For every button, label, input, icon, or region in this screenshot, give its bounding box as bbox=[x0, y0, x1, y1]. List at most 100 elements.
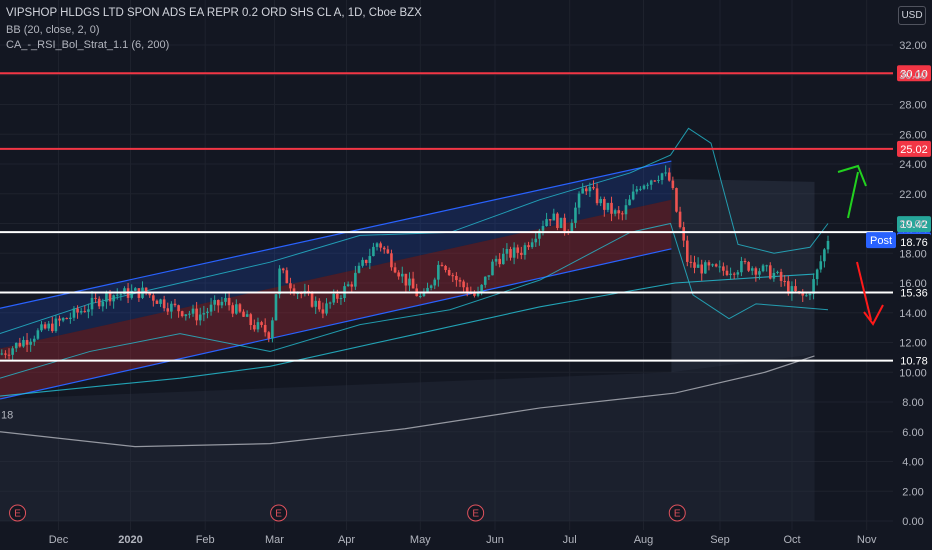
candle-body[interactable] bbox=[743, 261, 747, 263]
currency-button[interactable]: USD bbox=[898, 6, 926, 25]
candle-body[interactable] bbox=[130, 290, 133, 298]
candle-body[interactable] bbox=[689, 261, 693, 263]
candle-body[interactable] bbox=[736, 272, 740, 275]
candle-body[interactable] bbox=[588, 187, 592, 192]
candle-body[interactable] bbox=[43, 324, 47, 329]
candle-body[interactable] bbox=[173, 303, 177, 306]
candle-body[interactable] bbox=[216, 299, 220, 306]
candle-body[interactable] bbox=[541, 226, 545, 231]
candle-body[interactable] bbox=[750, 268, 754, 271]
candle-body[interactable] bbox=[592, 187, 595, 189]
candle-body[interactable] bbox=[198, 314, 202, 321]
candle-body[interactable] bbox=[801, 291, 805, 296]
candle-body[interactable] bbox=[58, 318, 61, 321]
candle-body[interactable] bbox=[419, 295, 422, 297]
candle-body[interactable] bbox=[696, 264, 700, 268]
candle-body[interactable] bbox=[310, 292, 314, 307]
candle-body[interactable] bbox=[437, 264, 440, 280]
candle-body[interactable] bbox=[516, 247, 520, 253]
candle-body[interactable] bbox=[552, 213, 556, 221]
candle-body[interactable] bbox=[570, 222, 574, 232]
candle-body[interactable] bbox=[548, 219, 552, 221]
candle-body[interactable] bbox=[714, 264, 718, 267]
candle-body[interactable] bbox=[599, 199, 603, 204]
candle-body[interactable] bbox=[603, 199, 606, 210]
y-axis[interactable]: 0.00 2.00 4.00 6.00 8.00 10.00 12.00 14.00 16.00… bbox=[1, 40, 927, 528]
candle-body[interactable] bbox=[808, 293, 812, 296]
candle-body[interactable] bbox=[761, 265, 765, 272]
candle-body[interactable] bbox=[725, 270, 729, 275]
candle-body[interactable] bbox=[397, 272, 400, 277]
candle-body[interactable] bbox=[372, 246, 375, 257]
candle-body[interactable] bbox=[274, 294, 278, 321]
candle-body[interactable] bbox=[768, 265, 772, 279]
candle-body[interactable] bbox=[400, 273, 404, 277]
candle-body[interactable] bbox=[166, 308, 170, 312]
candle-body[interactable] bbox=[628, 199, 631, 206]
candle-body[interactable] bbox=[148, 293, 152, 296]
candle-body[interactable] bbox=[512, 247, 516, 258]
candle-body[interactable] bbox=[346, 284, 350, 287]
candle-body[interactable] bbox=[220, 301, 224, 306]
candle-body[interactable] bbox=[722, 266, 725, 271]
indicator-rsi-label[interactable]: CA_-_RSI_Bol_Strat_1.1 (6, 200) bbox=[6, 39, 170, 51]
candle-body[interactable] bbox=[159, 299, 162, 304]
earnings-marker[interactable] bbox=[668, 504, 686, 522]
candle-body[interactable] bbox=[339, 298, 343, 300]
candle-body[interactable] bbox=[617, 210, 621, 214]
price-tag[interactable] bbox=[897, 233, 931, 250]
candle-body[interactable] bbox=[675, 188, 678, 212]
candle-body[interactable] bbox=[790, 286, 794, 294]
earnings-marker[interactable] bbox=[270, 504, 288, 522]
candle-body[interactable] bbox=[32, 338, 36, 342]
candle-body[interactable] bbox=[805, 295, 808, 297]
candle-body[interactable] bbox=[364, 259, 368, 263]
candle-body[interactable] bbox=[465, 287, 469, 294]
candle-body[interactable] bbox=[357, 265, 361, 273]
candle-body[interactable] bbox=[65, 318, 69, 320]
candle-body[interactable] bbox=[170, 303, 173, 312]
candle-body[interactable] bbox=[177, 305, 180, 312]
candle-body[interactable] bbox=[29, 341, 32, 345]
candle-body[interactable] bbox=[292, 288, 296, 294]
candle-body[interactable] bbox=[249, 314, 253, 326]
candle-body[interactable] bbox=[25, 340, 29, 345]
candle-body[interactable] bbox=[707, 262, 711, 266]
candle-body[interactable] bbox=[144, 287, 148, 294]
candle-body[interactable] bbox=[823, 249, 826, 262]
candle-body[interactable] bbox=[231, 305, 235, 314]
candle-body[interactable] bbox=[332, 293, 336, 303]
candle-body[interactable] bbox=[520, 252, 523, 255]
candle-body[interactable] bbox=[408, 278, 411, 286]
candle-body[interactable] bbox=[285, 270, 289, 284]
horizontal-levels[interactable]: 30.1025.0219.4215.3610.7819.42Post19.421… bbox=[0, 65, 931, 369]
candle-body[interactable] bbox=[361, 259, 364, 266]
candle-body[interactable] bbox=[693, 262, 696, 268]
candle-body[interactable] bbox=[732, 273, 736, 275]
candle-body[interactable] bbox=[812, 279, 815, 294]
candle-body[interactable] bbox=[819, 261, 823, 270]
post-badge[interactable] bbox=[866, 232, 896, 249]
candle-body[interactable] bbox=[704, 262, 707, 274]
candle-body[interactable] bbox=[368, 256, 372, 263]
candle-body[interactable] bbox=[826, 240, 830, 250]
candle-body[interactable] bbox=[51, 323, 54, 332]
candle-body[interactable] bbox=[202, 313, 206, 315]
candle-body[interactable] bbox=[61, 318, 65, 321]
candle-body[interactable] bbox=[476, 291, 480, 296]
candle-body[interactable] bbox=[747, 262, 750, 271]
candle-body[interactable] bbox=[260, 322, 263, 325]
candle-body[interactable] bbox=[162, 299, 166, 309]
candle-body[interactable] bbox=[765, 265, 768, 267]
candle-body[interactable] bbox=[776, 271, 779, 273]
candle-body[interactable] bbox=[4, 353, 7, 355]
candle-body[interactable] bbox=[123, 288, 126, 295]
candle-body[interactable] bbox=[224, 297, 227, 302]
candle-body[interactable] bbox=[624, 205, 628, 215]
candle-body[interactable] bbox=[610, 202, 613, 214]
candle-body[interactable] bbox=[563, 217, 566, 232]
candle-body[interactable] bbox=[501, 253, 505, 265]
level-price-tag[interactable] bbox=[897, 284, 931, 301]
candle-body[interactable] bbox=[754, 268, 758, 275]
candle-body[interactable] bbox=[79, 311, 83, 313]
